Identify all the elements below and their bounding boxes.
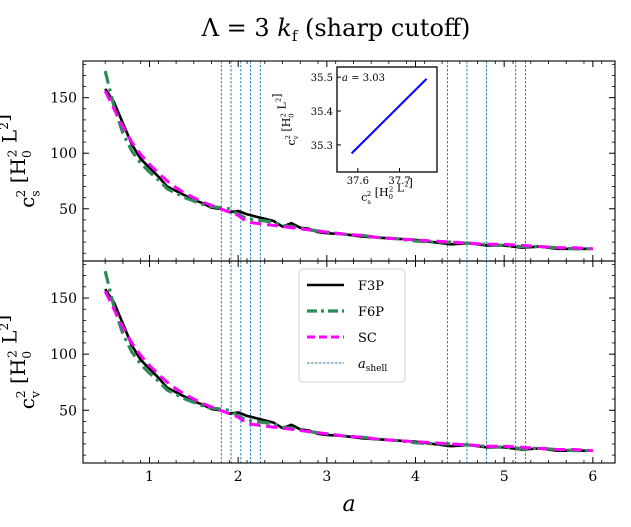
x-tick-label: 4 <box>411 469 420 485</box>
inset-y-label: cv2 [H02 L2] <box>271 94 300 146</box>
x-axis-label: a <box>342 492 355 517</box>
inset-x-label: cs2 [H02 L2] <box>361 177 413 206</box>
panel-frame <box>82 260 616 464</box>
y-tick-label: 100 <box>50 347 77 363</box>
legend-label-f3p: F3P <box>358 279 384 294</box>
inset-annotation: a = 3.03 <box>342 73 385 84</box>
legend-label-sc: SC <box>358 331 377 346</box>
y-tick-label: 150 <box>50 291 77 307</box>
panel-2: 50 100 150 cv2 [H02 L2] <box>0 260 616 464</box>
chart-title: Λ = 3 kf (sharp cutoff) <box>201 14 471 45</box>
y-tick-label: 50 <box>59 403 77 419</box>
y-axis-label: cv2 [H02 L2] <box>0 315 43 409</box>
x-tick-label: 6 <box>588 469 597 485</box>
y-axis-label: cs2 [H02 L2] <box>0 114 43 208</box>
legend-label-a-shell: ashell <box>358 357 387 374</box>
y-tick-label: 50 <box>59 202 77 218</box>
x-tick-label: 5 <box>500 469 509 485</box>
inset-y-tick-label: 35.3 <box>311 141 333 152</box>
inset: a = 3.03 37.6 37.7 35.3 35.4 35.5 cs2 [H02 L2]… <box>271 66 438 206</box>
inset-x-tick-label: 37.7 <box>388 176 410 187</box>
y-tick-label: 150 <box>50 91 77 107</box>
x-tick-label: 1 <box>145 469 154 485</box>
inset-x-tick-label: 37.6 <box>347 176 369 187</box>
series-sc <box>103 90 593 251</box>
legend-box <box>298 268 406 383</box>
x-tick-label: 3 <box>322 469 331 485</box>
series-sc <box>103 290 593 453</box>
inset-y-tick-label: 35.4 <box>311 107 333 118</box>
y-tick-label: 100 <box>50 146 77 162</box>
legend-label-f6p: F6P <box>358 305 384 320</box>
inset-series <box>350 78 428 155</box>
legend: F3P F6P SC ashell <box>298 268 406 383</box>
inset-y-tick-label: 35.5 <box>311 73 333 84</box>
x-tick-label: 2 <box>234 469 243 485</box>
panel-1: 50 100 150 cs2 [H02 L2] <box>0 60 616 262</box>
